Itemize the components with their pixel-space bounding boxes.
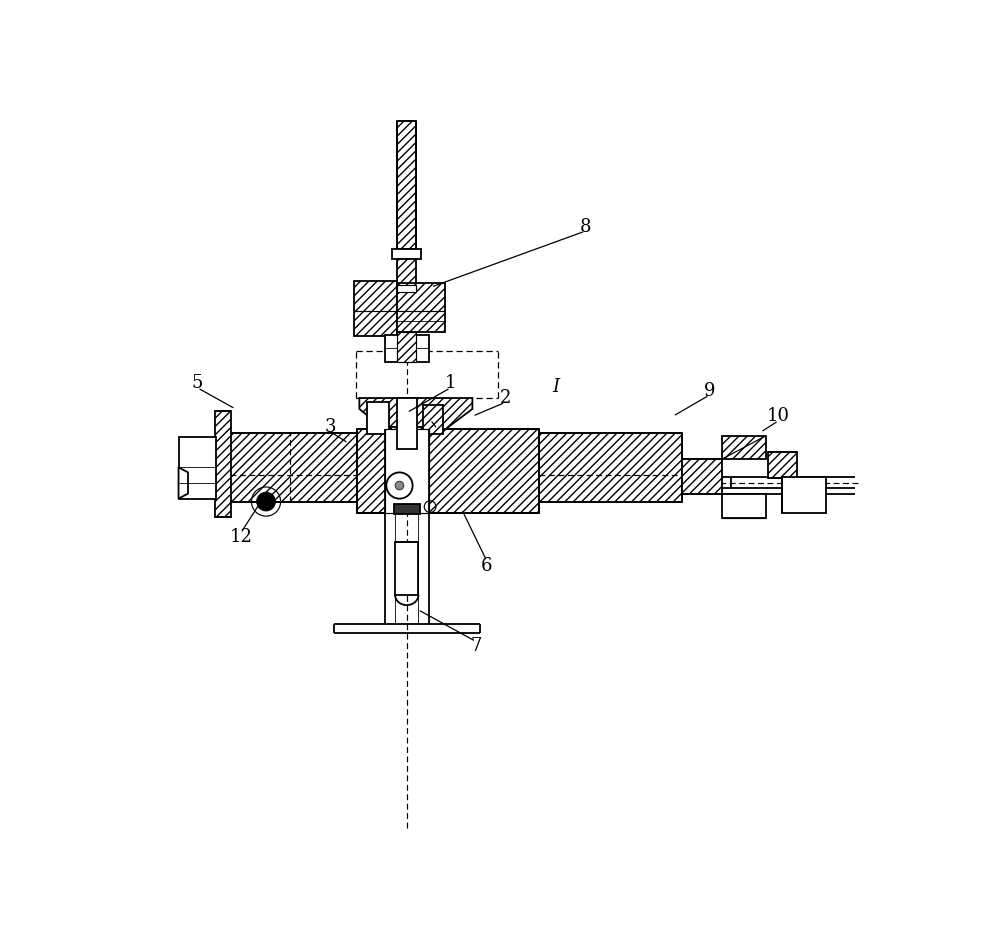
Bar xyxy=(397,332,416,362)
Bar xyxy=(179,437,216,499)
Polygon shape xyxy=(179,467,188,499)
Bar xyxy=(392,248,421,259)
Bar xyxy=(768,452,797,478)
Bar xyxy=(722,494,766,518)
Text: 10: 10 xyxy=(767,407,790,425)
Bar xyxy=(397,259,416,293)
Bar xyxy=(722,436,766,459)
Text: 9: 9 xyxy=(704,382,715,400)
Bar xyxy=(385,429,429,513)
Bar xyxy=(397,283,445,332)
Text: 7: 7 xyxy=(470,637,482,655)
Bar xyxy=(215,411,231,517)
Bar xyxy=(395,543,418,595)
Circle shape xyxy=(395,481,404,490)
Bar xyxy=(782,476,826,513)
Text: 8: 8 xyxy=(580,218,591,236)
Bar xyxy=(367,402,389,435)
Text: 2: 2 xyxy=(500,389,511,407)
Polygon shape xyxy=(359,398,472,435)
Bar xyxy=(682,459,722,494)
Text: 5: 5 xyxy=(192,374,203,392)
Bar xyxy=(357,429,539,513)
Bar xyxy=(397,285,416,293)
Bar xyxy=(397,121,416,248)
Bar xyxy=(230,433,357,502)
Text: 6: 6 xyxy=(481,557,493,575)
Text: 1: 1 xyxy=(445,374,456,392)
Circle shape xyxy=(257,492,276,511)
Text: 3: 3 xyxy=(324,419,336,437)
Bar xyxy=(539,433,682,502)
Text: 12: 12 xyxy=(230,527,253,545)
Bar xyxy=(385,335,429,362)
Text: I: I xyxy=(553,378,560,396)
Bar xyxy=(423,405,443,435)
Bar xyxy=(394,504,420,514)
Bar xyxy=(391,427,423,449)
Bar xyxy=(397,398,417,449)
Bar xyxy=(354,281,397,336)
